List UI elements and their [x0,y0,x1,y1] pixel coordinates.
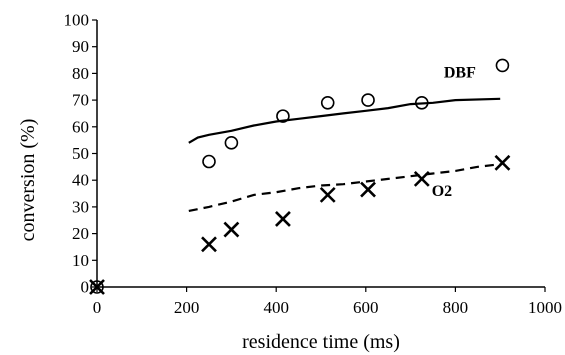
o2-series-label: O2 [432,183,452,200]
dbf-marker [320,95,335,110]
dbf-marker [276,109,290,123]
y-axis-title: conversion (%) [17,119,39,242]
y-tick-label: 90 [72,37,89,56]
y-tick-label: 80 [72,64,89,83]
x-axis-ticks: 0 200 400 600 800 1000 [93,287,562,317]
dbf-marker [202,154,216,169]
o2-marker [319,186,336,203]
axes [96,20,545,288]
y-tick-label: 70 [72,91,89,110]
x-tick-label: 0 [93,298,102,317]
dbf-series-label: DBF [444,64,476,81]
x-tick-label: 600 [353,298,379,317]
y-tick-label: 50 [72,144,89,163]
dbf-marker [90,280,104,294]
y-tick-label: 0 [81,278,90,297]
dbf-model-line [188,97,501,144]
x-tick-label: 200 [174,298,200,317]
o2-marker [494,154,511,171]
dbf-marker [495,58,510,73]
y-tick-label: 10 [72,251,89,270]
o2-model-line [188,163,501,212]
o2-marker [275,210,291,227]
x-tick-label: 400 [263,298,289,317]
x-tick-label: 1000 [528,298,562,317]
model-lines [188,97,501,212]
series-annotations: DBF O2 [432,64,476,200]
x-tick-label: 800 [443,298,469,317]
x-axis-title: residence time (ms) [242,331,400,353]
y-axis-ticks: 0 10 20 30 40 50 60 70 80 90 100 [64,11,97,297]
dbf-marker [361,93,375,107]
o2-marker [360,181,376,198]
o2-marker [413,170,430,187]
data-markers [89,58,511,295]
y-tick-label: 40 [72,171,89,190]
dbf-marker [414,95,429,110]
y-tick-label: 30 [72,197,89,216]
o2-marker [201,236,217,253]
y-tick-label: 20 [72,224,89,243]
dbf-marker [224,136,239,150]
y-tick-label: 60 [72,117,89,136]
y-tick-label: 100 [64,11,90,30]
o2-marker [223,221,240,238]
o2-marker [89,279,105,295]
